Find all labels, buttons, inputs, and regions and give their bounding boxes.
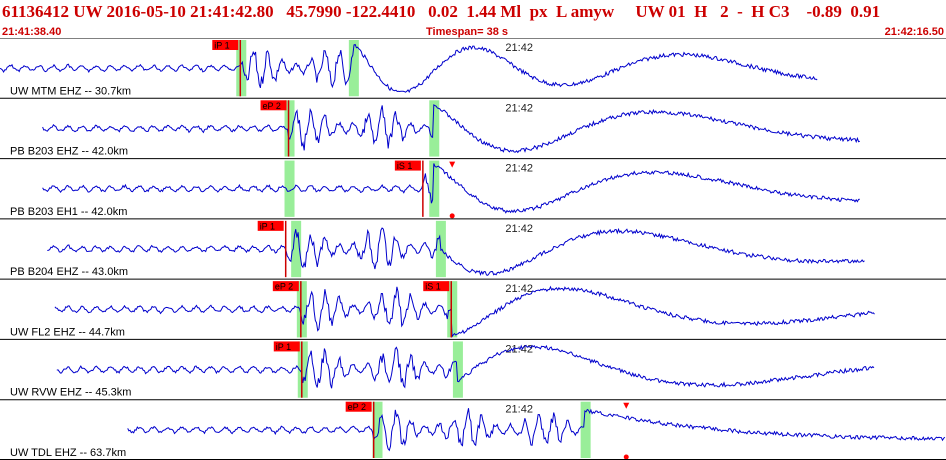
minute-label: 21:42	[505, 343, 533, 355]
event-header: 61136412 UW 2016-05-10 21:41:42.80 45.79…	[0, 0, 946, 38]
amplitude-marker-dot	[623, 454, 629, 460]
pick-box[interactable]	[272, 281, 299, 292]
station-label: PB B204 EHZ -- 43.0km	[10, 266, 128, 278]
waveform-trace[interactable]	[47, 227, 865, 277]
station-label: PB B203 EH1 -- 42.0km	[10, 206, 127, 218]
pick-window	[447, 281, 458, 338]
pick-window	[296, 281, 307, 338]
pick-box[interactable]	[273, 341, 300, 352]
pick-label[interactable]: iS 1	[425, 282, 441, 292]
amplitude-marker	[449, 161, 456, 168]
pick-box[interactable]	[345, 401, 372, 412]
window-start-time: 21:41:38.40	[2, 26, 62, 38]
waveform-trace[interactable]	[0, 43, 818, 93]
station-label: PB B203 EHZ -- 42.0km	[10, 146, 128, 158]
pick-box[interactable]	[394, 160, 421, 171]
pick-window	[452, 341, 463, 398]
station-label: UW FL2 EHZ -- 44.7km	[10, 326, 125, 338]
pick-label[interactable]: iP 1	[276, 342, 291, 352]
minute-label: 21:42	[505, 283, 533, 295]
pick-window	[284, 160, 295, 217]
pick-box[interactable]	[212, 40, 239, 50]
pick-window	[284, 100, 295, 157]
pick-window	[372, 401, 383, 458]
pick-box[interactable]	[260, 100, 287, 111]
pick-window	[348, 40, 359, 97]
minute-label: 21:42	[505, 404, 533, 416]
minute-label: 21:42	[505, 163, 533, 175]
timespan-label: Timespan= 38 s	[426, 26, 509, 38]
event-summary-line: 61136412 UW 2016-05-10 21:41:42.80 45.79…	[2, 2, 881, 21]
pick-label[interactable]: iP 1	[214, 41, 229, 51]
minute-label: 21:42	[505, 102, 533, 114]
pick-box[interactable]	[423, 281, 450, 292]
pick-label[interactable]: iS 1	[397, 161, 413, 171]
waveform-trace[interactable]	[54, 285, 875, 338]
pick-box[interactable]	[257, 220, 284, 231]
minute-label: 21:42	[505, 223, 533, 235]
minute-label: 21:42	[505, 42, 533, 54]
pick-label[interactable]: eP 2	[275, 282, 293, 292]
pick-label[interactable]: eP 2	[263, 101, 281, 111]
pick-window	[291, 220, 302, 278]
waveform-trace[interactable]	[127, 408, 946, 452]
pick-label[interactable]: eP 2	[348, 402, 366, 412]
seismogram-panel[interactable]: 21:42 iP 1 UW MTM EHZ -- 30.7km 21:42 eP 2 PB…	[0, 38, 946, 460]
waveform-trace[interactable]	[56, 344, 875, 389]
station-label: UW MTM EHZ -- 30.7km	[10, 85, 131, 97]
amplitude-marker-dot	[449, 213, 455, 219]
amplitude-marker	[623, 402, 630, 409]
pick-window	[297, 341, 308, 398]
pick-window	[429, 100, 440, 157]
waveform-trace[interactable]	[42, 104, 860, 154]
pick-label[interactable]: iP 1	[260, 221, 275, 231]
waveform-trace[interactable]	[42, 163, 860, 214]
station-label: UW RVW EHZ -- 45.3km	[10, 387, 131, 399]
pick-window	[236, 40, 247, 97]
station-label: UW TDL EHZ -- 63.7km	[10, 447, 126, 459]
pick-window	[429, 160, 440, 217]
window-end-time: 21:42:16.50	[884, 26, 944, 38]
pick-window	[580, 401, 591, 458]
